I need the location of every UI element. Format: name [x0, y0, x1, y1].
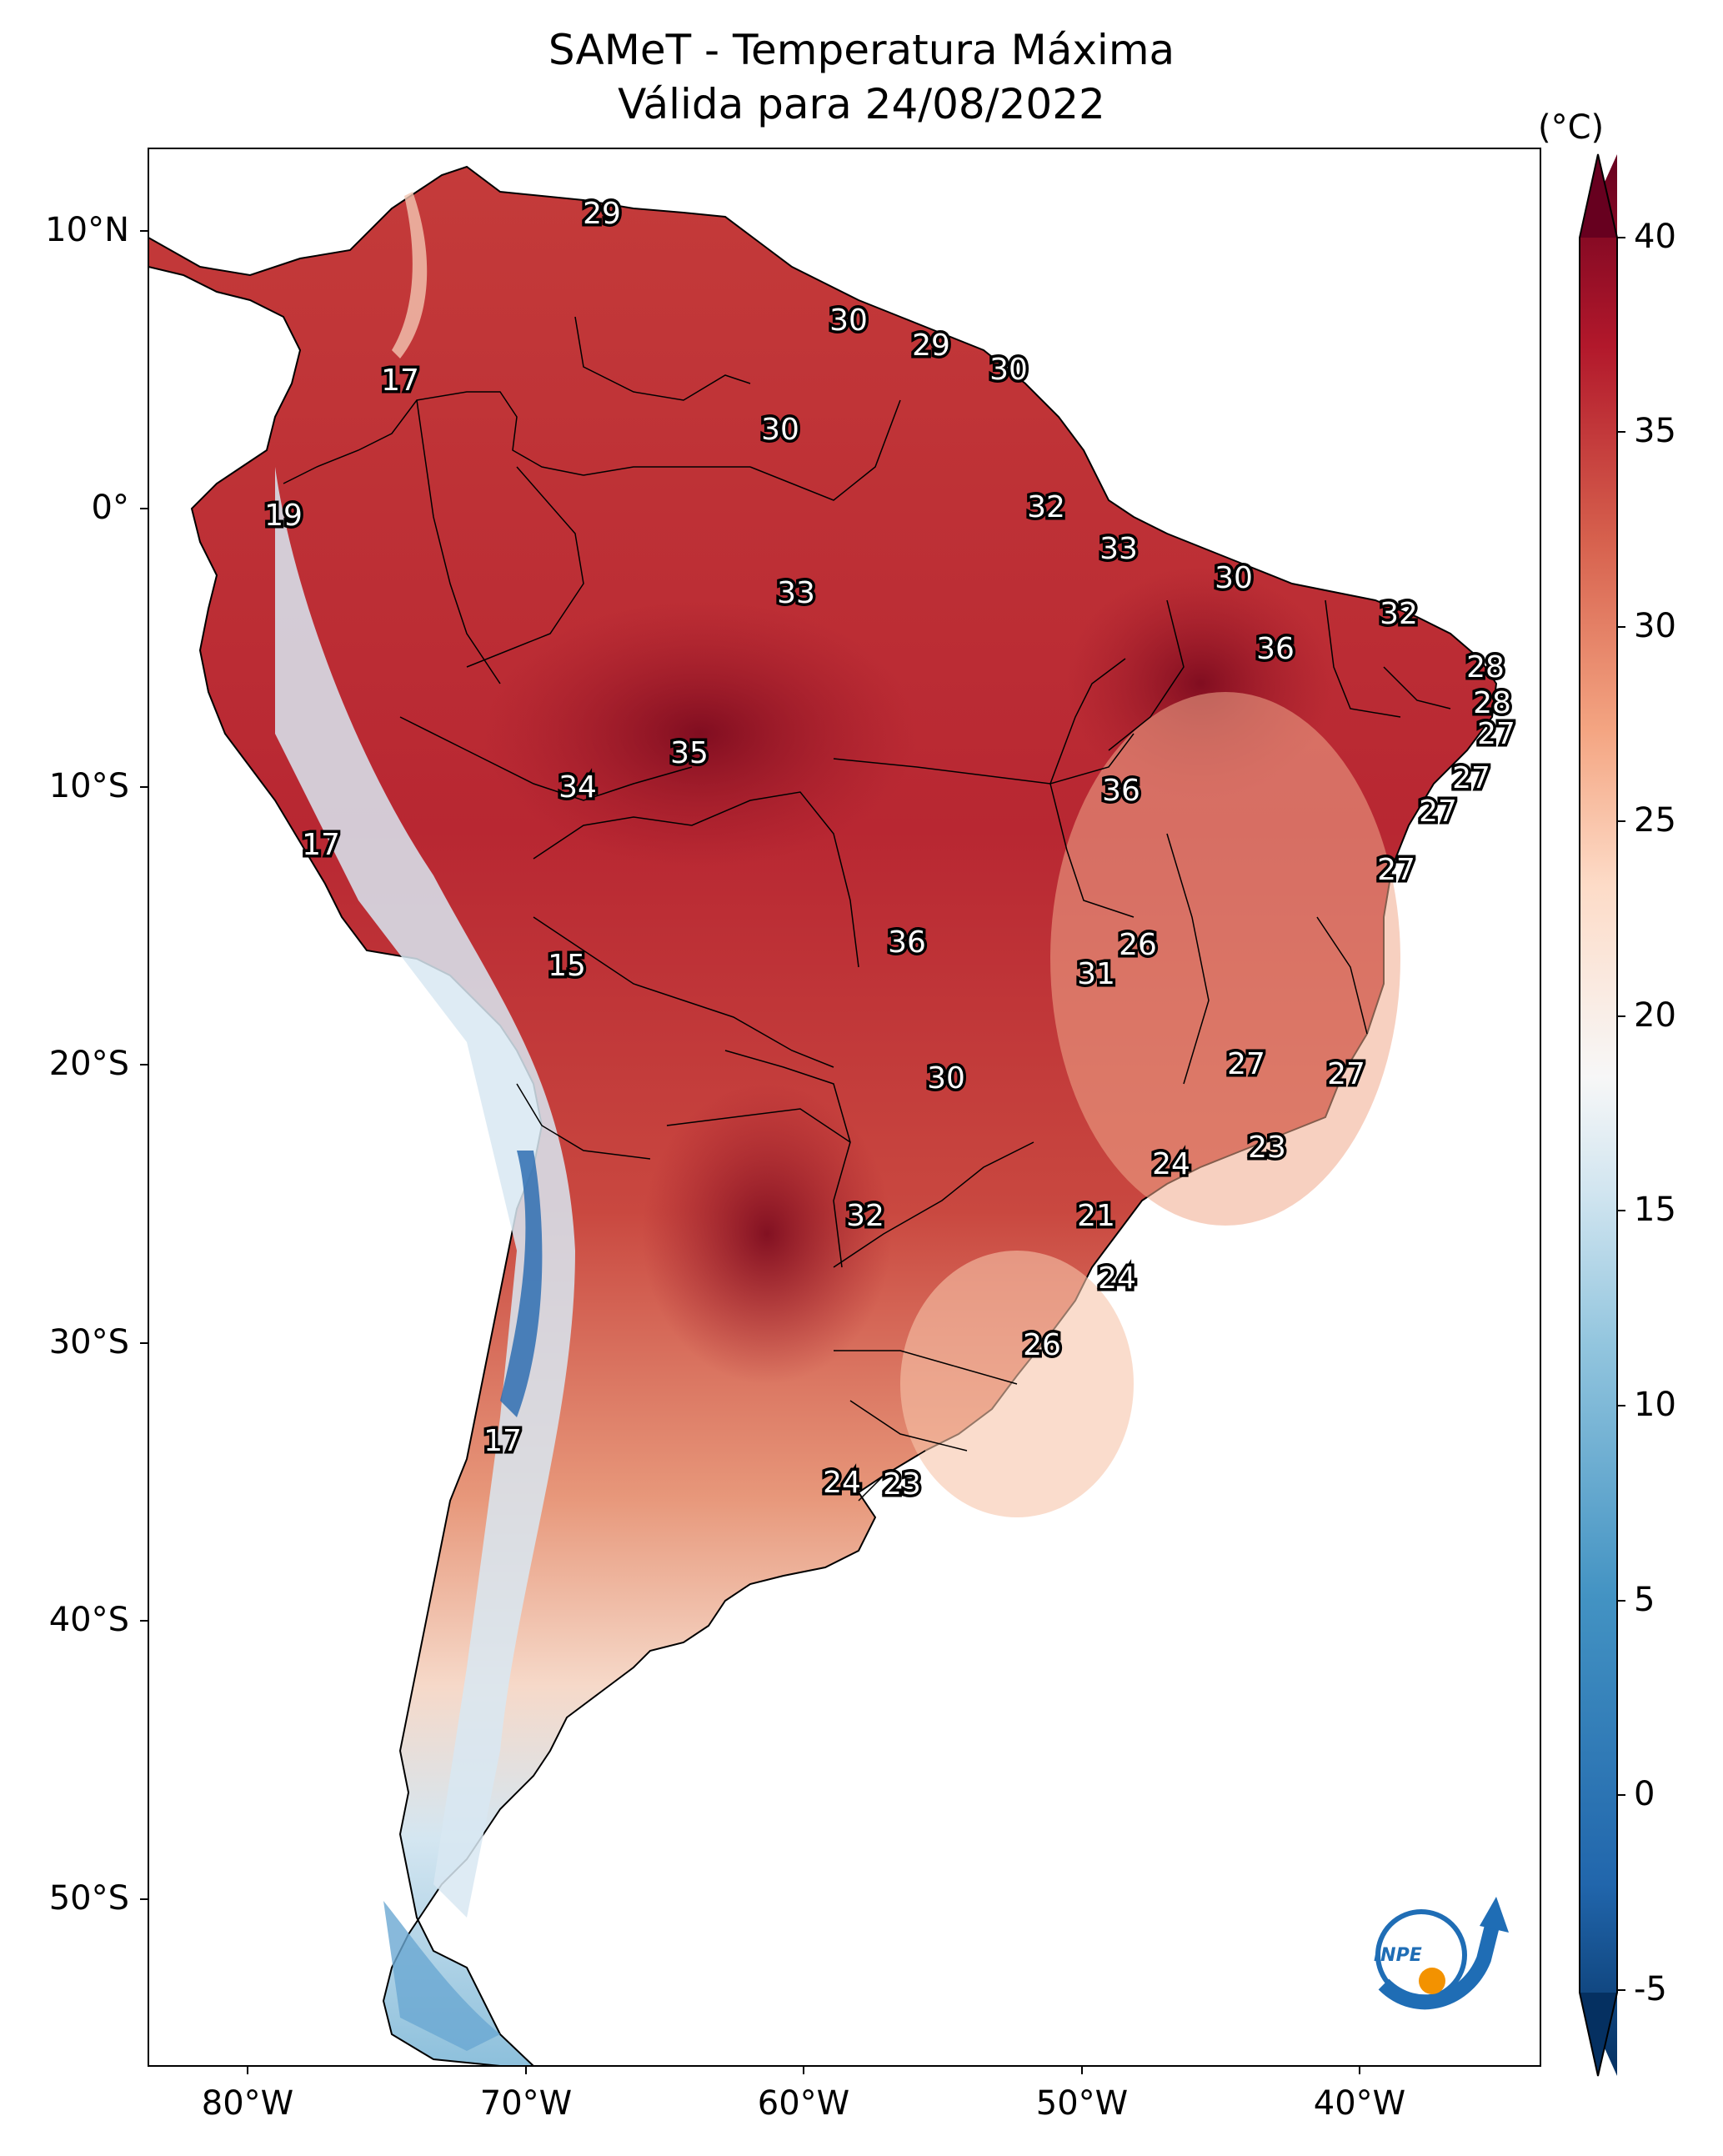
label: 30 — [1215, 561, 1253, 595]
map-title-line1: SAMeT - Temperatura Máxima — [548, 26, 1175, 74]
colorbar-tick-label: 40 — [1634, 218, 1676, 256]
lat-tick-label: 20°S — [48, 1045, 129, 1083]
lat-tick-label: 40°S — [48, 1601, 129, 1639]
colombia-andes-cool — [392, 192, 428, 358]
label: 34 — [558, 770, 597, 805]
logo-sun-icon — [1419, 1968, 1445, 1994]
map-frame — [148, 148, 1541, 2067]
inpe-logo: INPE — [1374, 1897, 1509, 2010]
label: 32 — [1380, 597, 1418, 631]
map-title-line2: Válida para 24/08/2022 — [618, 80, 1105, 128]
logo-arrow-icon — [1480, 1897, 1509, 1933]
colorbar-tick-label: 20 — [1634, 996, 1676, 1035]
colorbar-tick-label: 10 — [1634, 1386, 1676, 1424]
colorbar-body — [1580, 154, 1617, 2076]
label: 33 — [777, 576, 815, 610]
label: 30 — [829, 303, 868, 338]
label: 28 — [1466, 650, 1505, 684]
label: 27 — [1327, 1057, 1365, 1091]
label: 17 — [302, 828, 340, 862]
colorbar-tick-label: 25 — [1634, 801, 1676, 840]
label: 24 — [1152, 1147, 1190, 1181]
label: 28 — [1473, 686, 1511, 720]
label: 27 — [1377, 853, 1415, 887]
label: 17 — [381, 364, 419, 398]
logo-text: INPE — [1374, 1945, 1422, 1966]
label: 35 — [670, 736, 709, 770]
lat-tick-label: 10°N — [45, 211, 129, 249]
label: 30 — [989, 353, 1028, 387]
label: 19 — [264, 499, 303, 533]
label: 32 — [1027, 490, 1065, 524]
colorbar — [1579, 153, 1625, 2077]
colorbar-unit: (°C) — [1538, 108, 1605, 147]
andes-cool-band — [275, 467, 575, 1918]
label: 27 — [1477, 717, 1515, 751]
label: 15 — [548, 949, 586, 983]
andes-cold-core — [500, 1151, 543, 1417]
temperature-field — [148, 165, 1498, 2066]
label: 17 — [483, 1424, 522, 1458]
lon-tick-label: 70°W — [479, 2084, 573, 2123]
label: 29 — [583, 197, 621, 231]
label: 27 — [1452, 761, 1490, 795]
country-borders — [283, 316, 1451, 1502]
lon-tick-label: 40°W — [1313, 2084, 1406, 2123]
colorbar-tick-label: 30 — [1634, 607, 1676, 645]
label: 36 — [1102, 774, 1140, 808]
label: 30 — [927, 1061, 965, 1096]
label: 30 — [761, 413, 799, 447]
label: 36 — [1256, 632, 1295, 666]
logo-swoosh — [1378, 1923, 1500, 2010]
label: 26 — [1023, 1328, 1061, 1362]
lat-tick-label: 30°S — [48, 1323, 129, 1361]
colorbar-tick-label: -5 — [1634, 1970, 1667, 2008]
hot-core-paraguay — [642, 1084, 892, 1384]
label: 26 — [1119, 928, 1157, 962]
lat-tick-marks — [140, 230, 148, 1900]
label: 32 — [846, 1199, 884, 1233]
label: 27 — [1419, 795, 1457, 829]
label: 27 — [1227, 1047, 1265, 1081]
lon-tick-label: 60°W — [757, 2084, 850, 2123]
hot-core-amazon — [483, 600, 917, 867]
colorbar-tick-label: 15 — [1634, 1191, 1676, 1229]
label: 23 — [1248, 1131, 1286, 1165]
colorbar-extend-max — [1580, 154, 1617, 238]
lat-tick-label: 50°S — [48, 1879, 129, 1918]
lat-tick-label: 0° — [91, 489, 129, 527]
label: 24 — [1098, 1261, 1136, 1296]
colorbar-tick-label: 0 — [1634, 1775, 1655, 1813]
colorbar-extend-min — [1580, 1993, 1617, 2076]
patagonia-cold — [383, 1901, 500, 2051]
mild-zone-east — [1050, 692, 1400, 1226]
lon-tick-label: 80°W — [201, 2084, 294, 2123]
label: 21 — [1077, 1199, 1115, 1233]
label: 29 — [912, 328, 950, 363]
label: 23 — [883, 1467, 921, 1502]
colorbar-tick-label: 5 — [1634, 1581, 1655, 1619]
lat-tick-label: 10°S — [48, 767, 129, 805]
label: 33 — [1099, 532, 1138, 566]
label: 24 — [823, 1466, 861, 1500]
station-labels: 29 17 30 29 30 30 19 32 33 30 33 32 36 2… — [262, 194, 1519, 1505]
lon-tick-label: 50°W — [1035, 2084, 1129, 2123]
label: 36 — [888, 925, 926, 960]
lon-tick-marks — [247, 2066, 1360, 2074]
label: 31 — [1077, 957, 1115, 991]
colorbar-tick-label: 35 — [1634, 412, 1676, 450]
colorbar-ticks — [1617, 237, 1625, 1991]
